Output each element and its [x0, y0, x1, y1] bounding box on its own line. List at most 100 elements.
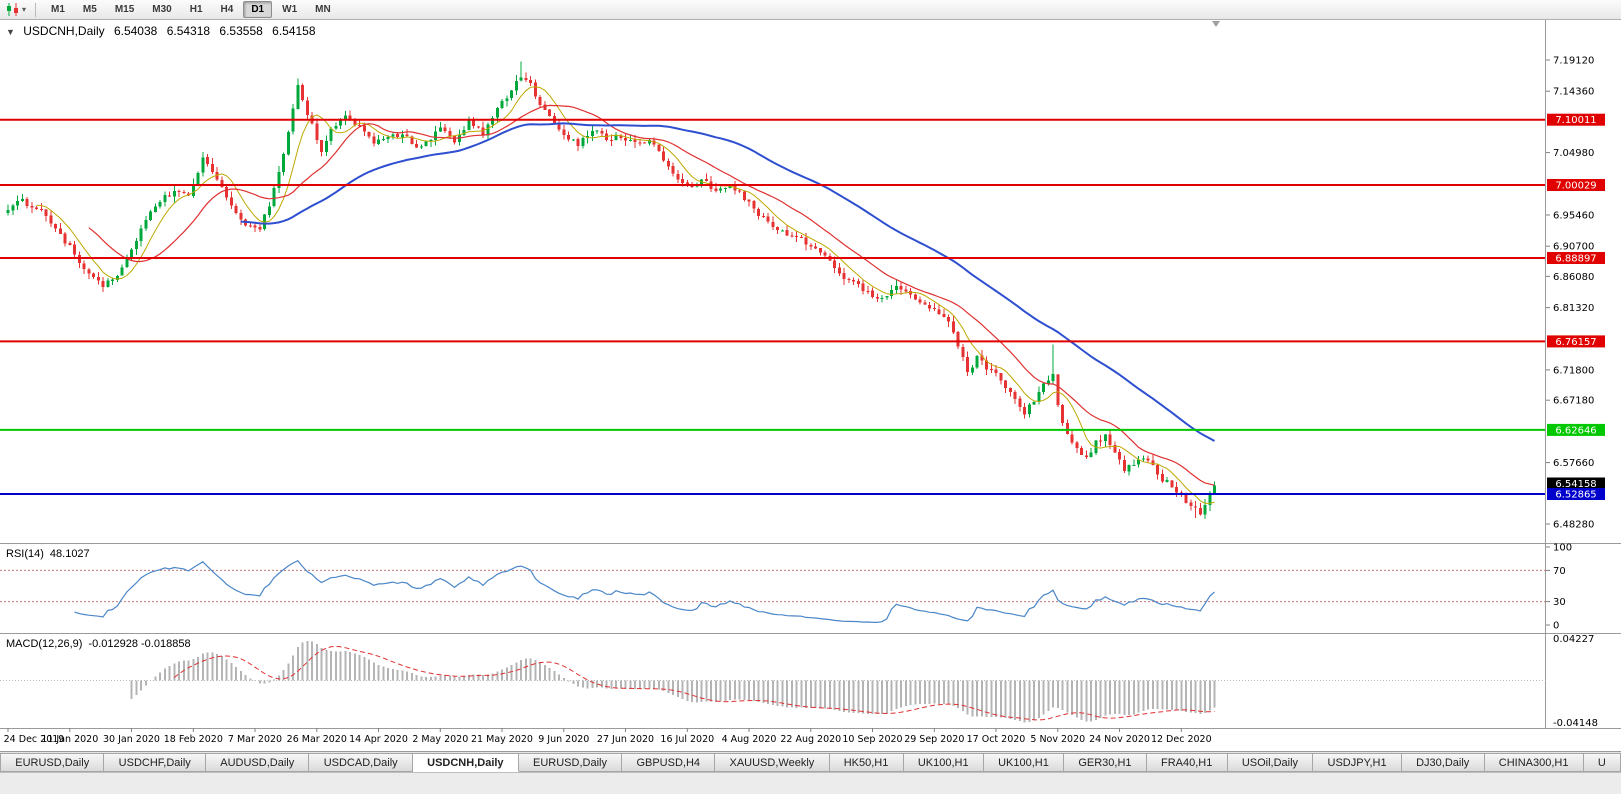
chart-tab-bar: EURUSD,Daily USDCHF,Daily AUDUSD,Daily USDC…	[0, 751, 1621, 772]
svg-text:6.48280: 6.48280	[1553, 520, 1594, 531]
timeframe-button-mn[interactable]: MN	[315, 4, 331, 15]
chart-tab-eurusd-daily[interactable]: EURUSD,Daily	[518, 753, 623, 772]
candlestick-series	[6, 61, 1216, 519]
chart-tab-dj30-daily[interactable]: DJ30,Daily	[1401, 753, 1485, 772]
svg-text:10 Sep 2020: 10 Sep 2020	[842, 734, 902, 745]
ohlc-high: 6.54318	[166, 24, 211, 38]
chart-tab-uk100-h1[interactable]: UK100,H1	[983, 753, 1065, 772]
svg-text:100: 100	[1553, 543, 1572, 554]
timeframe-button-h4[interactable]: H4	[220, 4, 234, 15]
timeframe-button-m30[interactable]: M30	[152, 4, 172, 15]
ohlc-open: 6.54038	[113, 24, 158, 38]
timeframe-button-m5[interactable]: M5	[82, 4, 97, 15]
ma-line-period-7	[36, 86, 1215, 504]
macd-histogram	[0, 641, 1546, 723]
svg-text:6.95460: 6.95460	[1553, 211, 1594, 222]
chart-tab-usdcad-daily[interactable]: USDCAD,Daily	[309, 753, 413, 772]
ohlc-low: 6.53558	[219, 24, 263, 38]
svg-text:22 Aug 2020: 22 Aug 2020	[780, 734, 841, 745]
timeframe-button-w1[interactable]: W1	[282, 4, 298, 15]
svg-text:12 Dec 2020: 12 Dec 2020	[1151, 734, 1212, 745]
chart-tab-fra40-h1[interactable]: FRA40,H1	[1146, 753, 1228, 772]
svg-text:6.62646: 6.62646	[1555, 425, 1596, 436]
svg-text:11 Jan 2020: 11 Jan 2020	[41, 734, 98, 745]
svg-text:24 Nov 2020: 24 Nov 2020	[1089, 734, 1150, 745]
svg-text:0: 0	[1553, 621, 1559, 632]
timeframe-button-h1[interactable]: H1	[189, 4, 203, 15]
svg-text:5 Nov 2020: 5 Nov 2020	[1030, 734, 1085, 745]
chart-tab-hk50-h1[interactable]: HK50,H1	[829, 753, 904, 772]
svg-text:0.04227: 0.04227	[1553, 634, 1594, 645]
chart-tab-u[interactable]: U	[1583, 753, 1621, 772]
chart-tab-usoil-daily[interactable]: USOil,Daily	[1227, 753, 1314, 772]
price-tag-6.88897: 6.88897	[1547, 252, 1605, 265]
candlestick-chart-icon[interactable]	[4, 2, 22, 18]
svg-text:7.00029: 7.00029	[1555, 181, 1596, 192]
svg-text:70: 70	[1553, 566, 1566, 577]
timeframe-button-m15[interactable]: M15	[114, 4, 135, 15]
price-tag-6.62646: 6.62646	[1547, 423, 1605, 436]
timeframe-toolbar: ▾ M1 M5 M15 M30 H1 H4 D1 W1 MN	[0, 0, 1621, 20]
chart-area: ▼ USDCNH,Daily 6.54038 6.54318 6.53558 6…	[0, 20, 1621, 751]
price-tag-7.10011: 7.10011	[1547, 113, 1605, 126]
status-bar	[0, 772, 1621, 794]
rsi-indicator-label: RSI(14) 48.1027	[6, 548, 90, 560]
svg-text:2 May 2020: 2 May 2020	[412, 734, 468, 745]
svg-text:27 Jun 2020: 27 Jun 2020	[597, 734, 654, 745]
timeframe-button-m1[interactable]: M1	[51, 4, 65, 15]
svg-text:9 Jun 2020: 9 Jun 2020	[538, 734, 589, 745]
ma-line-period-50	[240, 122, 1215, 442]
ma-line-period-18	[88, 104, 1215, 486]
svg-text:7.10011: 7.10011	[1555, 115, 1596, 126]
chart-tab-ger30-h1[interactable]: GER30,H1	[1064, 753, 1147, 772]
svg-text:6.71800: 6.71800	[1553, 365, 1594, 376]
timeframe-buttons: M1 M5 M15 M30 H1 H4 D1 W1 MN	[42, 1, 340, 18]
svg-text:30: 30	[1553, 597, 1566, 608]
svg-text:16 Jul 2020: 16 Jul 2020	[660, 734, 714, 745]
svg-text:30 Jan 2020: 30 Jan 2020	[103, 734, 160, 745]
price-tag-7.00029: 7.00029	[1547, 179, 1605, 192]
chart-tab-gbpusd-h4[interactable]: GBPUSD,H4	[622, 753, 716, 772]
price-axis[interactable]: 7.19120 7.14360 7.04980 6.95460 6.90700 6.860…	[1546, 56, 1594, 531]
price-tag-6.52865: 6.52865	[1547, 488, 1605, 501]
svg-text:17 Oct 2020: 17 Oct 2020	[967, 734, 1026, 745]
chart-info-line: ▼ USDCNH,Daily 6.54038 6.54318 6.53558 6…	[6, 24, 322, 38]
chart-tab-usdjpy-h1[interactable]: USDJPY,H1	[1313, 753, 1402, 772]
chart-tab-usdchf-daily[interactable]: USDCHF,Daily	[104, 753, 207, 772]
chart-tab-usdcnh-daily[interactable]: USDCNH,Daily	[412, 753, 519, 772]
svg-text:6.57660: 6.57660	[1553, 458, 1594, 469]
svg-text:6.54158: 6.54158	[1555, 479, 1596, 490]
chart-tab-uk100-h1[interactable]: UK100,H1	[903, 753, 984, 772]
rsi-line	[74, 559, 1215, 624]
svg-text:6.52865: 6.52865	[1555, 490, 1596, 501]
macd-signal-line	[173, 645, 1215, 721]
svg-text:14 Apr 2020: 14 Apr 2020	[349, 734, 408, 745]
chart-tab-china300-h1[interactable]: CHINA300,H1	[1484, 753, 1584, 772]
one-click-trading-toggle[interactable]: ▼	[6, 27, 15, 37]
svg-text:7.04980: 7.04980	[1553, 148, 1594, 159]
chart-symbol-title: USDCNH,Daily	[23, 24, 105, 38]
chart-tab-audusd-daily[interactable]: AUDUSD,Daily	[206, 753, 310, 772]
ohlc-close: 6.54158	[272, 24, 316, 38]
svg-text:26 Mar 2020: 26 Mar 2020	[287, 734, 347, 745]
price-chart[interactable]: 7.19120 7.14360 7.04980 6.95460 6.90700 6.860…	[0, 20, 1621, 751]
timeframe-button-d1[interactable]: D1	[243, 1, 273, 18]
toolbar-separator	[35, 2, 37, 17]
chart-type-dropdown-arrow[interactable]: ▾	[22, 5, 27, 14]
svg-text:29 Sep 2020: 29 Sep 2020	[904, 734, 964, 745]
svg-text:6.86080: 6.86080	[1553, 272, 1594, 283]
chart-tab-eurusd-daily[interactable]: EURUSD,Daily	[0, 753, 105, 772]
svg-text:18 Feb 2020: 18 Feb 2020	[164, 734, 223, 745]
svg-text:7.14360: 7.14360	[1553, 87, 1594, 98]
svg-text:7 Mar 2020: 7 Mar 2020	[228, 734, 282, 745]
svg-text:6.67180: 6.67180	[1553, 396, 1594, 407]
svg-text:24 Dec 2019: 24 Dec 2019	[4, 734, 65, 745]
rsi-panel: 100 70 30 0	[0, 543, 1572, 632]
svg-text:7.19120: 7.19120	[1553, 56, 1594, 67]
svg-text:6.90700: 6.90700	[1553, 242, 1594, 253]
svg-text:6.81320: 6.81320	[1553, 303, 1594, 314]
chart-tab-xauusd-weekly[interactable]: XAUUSD,Weekly	[715, 753, 830, 772]
macd-axis: 0.04227 -0.04148	[1553, 634, 1598, 729]
svg-text:6.88897: 6.88897	[1555, 254, 1596, 265]
